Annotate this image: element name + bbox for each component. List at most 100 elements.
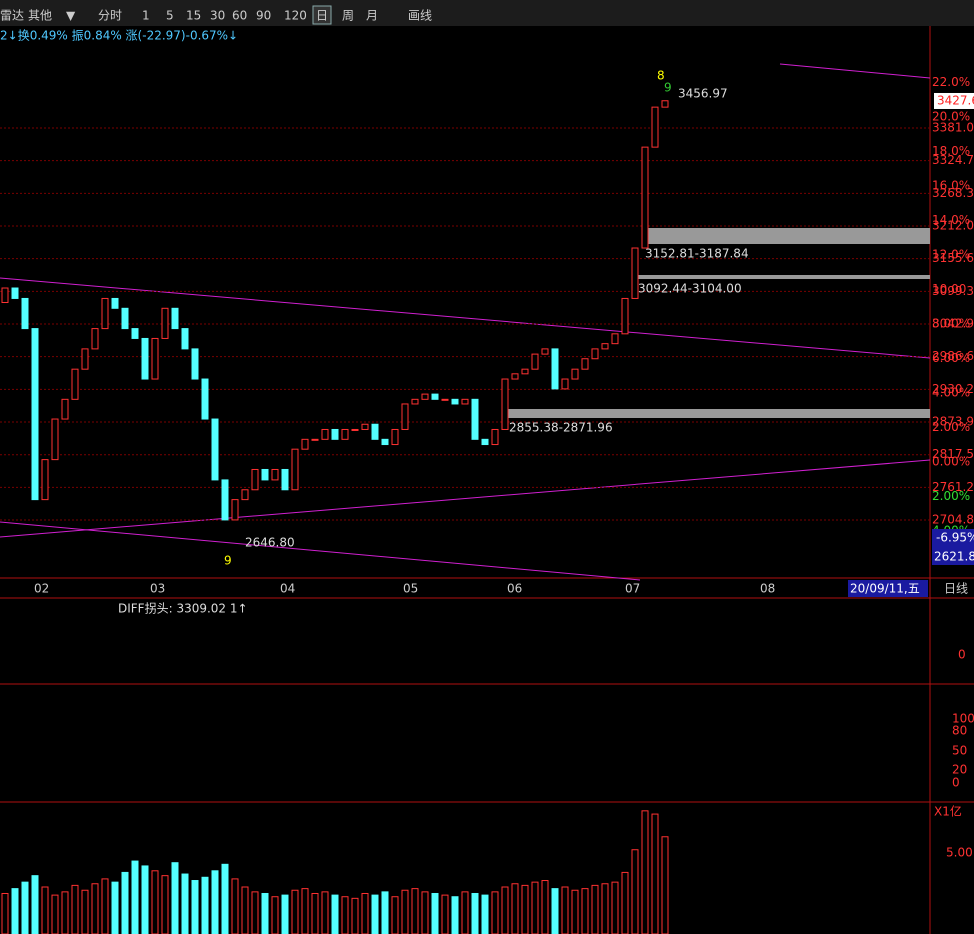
candle-body: [531, 353, 539, 370]
candle-body: [371, 423, 379, 440]
y-tick-label: 3324.7: [932, 153, 974, 167]
volume-bar: [261, 892, 269, 934]
candle-body: [131, 328, 139, 339]
toolbar-item[interactable]: 1: [142, 9, 150, 23]
volume-bar: [531, 881, 539, 934]
volume-bar: [631, 849, 639, 934]
candle-body: [361, 423, 369, 430]
toolbar-item[interactable]: 15: [186, 9, 201, 23]
volume-bar: [541, 880, 549, 934]
toolbar-item[interactable]: 其他: [28, 9, 52, 23]
volume-bar: [601, 883, 609, 934]
low-marker: -6.95%: [936, 531, 974, 545]
volume-bar: [141, 865, 149, 934]
toolbar-item[interactable]: 周: [342, 9, 354, 23]
candle-body: [301, 438, 309, 450]
toolbar-bg: [0, 0, 974, 26]
candle-body: [251, 468, 259, 491]
last-price-label: 3427.6: [937, 93, 974, 107]
toolbar-item[interactable]: 5: [166, 9, 174, 23]
toolbar-item[interactable]: 分时: [98, 9, 122, 23]
y2-tick-label: 14.0%: [932, 213, 970, 227]
toolbar-item[interactable]: 120: [284, 9, 307, 23]
volume-bar: [291, 889, 299, 934]
x-tick-label: 02: [34, 582, 49, 596]
toolbar-item[interactable]: 画线: [408, 9, 432, 23]
y2-tick-label: 10.00: [932, 282, 966, 296]
volume-bar: [501, 886, 509, 934]
volume-bar: [71, 884, 79, 934]
candle-body: [261, 468, 269, 481]
volume-bar: [51, 894, 59, 934]
toolbar-item[interactable]: 90: [256, 9, 271, 23]
volume-bar: [231, 878, 239, 934]
volume-bar: [591, 884, 599, 934]
candle-body: [81, 348, 89, 370]
volume-bar: [641, 810, 649, 934]
gap-zone: [642, 228, 930, 244]
y-tick-label: 3042.9: [932, 317, 974, 331]
y2-tick-label: 22.0%: [932, 75, 970, 89]
volume-bar: [391, 896, 399, 934]
candle-body: [441, 398, 449, 401]
zone-label: 3092.44-3104.00: [638, 282, 742, 296]
y2-tick-label: 12.0%: [932, 247, 970, 261]
volume-unit: X1亿: [934, 804, 962, 819]
candle-body: [561, 378, 569, 390]
volume-bar: [121, 871, 129, 934]
candle-body: [61, 398, 69, 420]
candle-body: [431, 393, 439, 400]
volume-bar: [551, 888, 559, 934]
volume-bar: [211, 870, 219, 934]
toolbar-item[interactable]: 日: [316, 9, 328, 23]
candle-body: [571, 368, 579, 380]
date-box: [848, 580, 928, 597]
candle-body: [21, 297, 29, 330]
volume-bar: [1, 892, 9, 934]
low-marker: 2621.8: [934, 550, 974, 564]
candle-body: [321, 428, 329, 440]
x-tick-label: 07: [625, 582, 640, 596]
candle-body: [661, 100, 669, 108]
candle-body: [41, 459, 49, 501]
volume-bar: [561, 886, 569, 934]
period-label[interactable]: 日线: [944, 582, 968, 596]
toolbar-item[interactable]: 60: [232, 9, 247, 23]
candle-body: [471, 398, 479, 440]
volume-bar: [411, 888, 419, 934]
y2-tick-label: 2.00%: [932, 420, 970, 434]
candle-body: [141, 337, 149, 380]
kdj-axis: 50: [952, 744, 967, 758]
y2-tick-label: 16.0%: [932, 178, 970, 192]
candle-body: [71, 368, 79, 400]
volume-bar: [581, 888, 589, 934]
toolbar-item[interactable]: 30: [210, 9, 225, 23]
volume-bar: [31, 875, 39, 934]
volume-bar: [221, 863, 229, 934]
toolbar-item[interactable]: 雷达: [0, 9, 24, 23]
candle-body: [271, 468, 279, 481]
y-tick-label: 3381.0: [932, 121, 974, 135]
candle-body: [181, 328, 189, 350]
volume-bar: [171, 862, 179, 934]
x-tick-label: 06: [507, 582, 522, 596]
volume-bar: [81, 889, 89, 934]
y-tick-label: 3099.3: [932, 284, 974, 298]
volume-bar: [341, 896, 349, 934]
volume-bar: [651, 813, 659, 934]
candle-body: [451, 398, 459, 405]
toolbar-item[interactable]: ▼: [66, 9, 76, 23]
candle-body: [211, 418, 219, 481]
volume-bar: [401, 889, 409, 934]
volume-bar: [131, 860, 139, 934]
zone-label: 2855.38-2871.96: [509, 421, 613, 435]
candle-body: [411, 398, 419, 405]
candle-body: [231, 499, 239, 521]
candle-body: [161, 307, 169, 339]
y2-tick-label: 18.0%: [932, 144, 970, 158]
toolbar-item[interactable]: 月: [366, 9, 378, 23]
kdj-axis: 0: [952, 776, 960, 790]
candle-body: [191, 348, 199, 380]
